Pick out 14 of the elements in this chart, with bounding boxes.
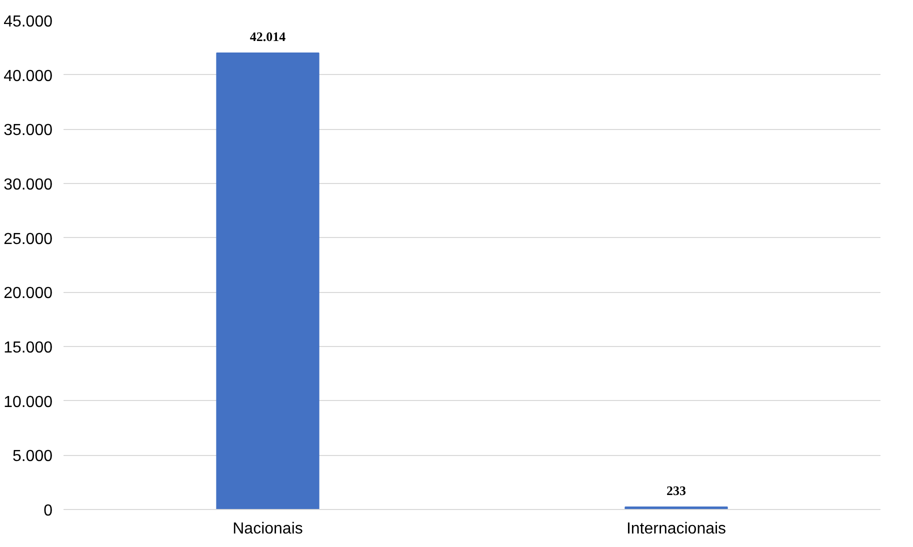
data-label: 42.014	[250, 28, 286, 44]
x-tick-label: Internacionais	[626, 520, 726, 538]
y-tick-label: 35.000	[4, 122, 53, 140]
y-tick-label: 20.000	[4, 285, 53, 302]
y-tick-label: 30.000	[4, 176, 53, 194]
y-tick-label: 10.000	[4, 394, 53, 411]
y-tick-label: 15.000	[4, 340, 53, 356]
y-tick-label: 40.000	[4, 68, 53, 85]
y-tick-label: 25.000	[4, 230, 53, 248]
data-label: 233	[666, 482, 686, 498]
y-tick-label: 5.000	[12, 448, 53, 466]
y-tick-label: 45.000	[4, 14, 53, 30]
y-tick-label: 0	[44, 502, 53, 520]
x-tick-label: Nacionais	[232, 520, 303, 538]
